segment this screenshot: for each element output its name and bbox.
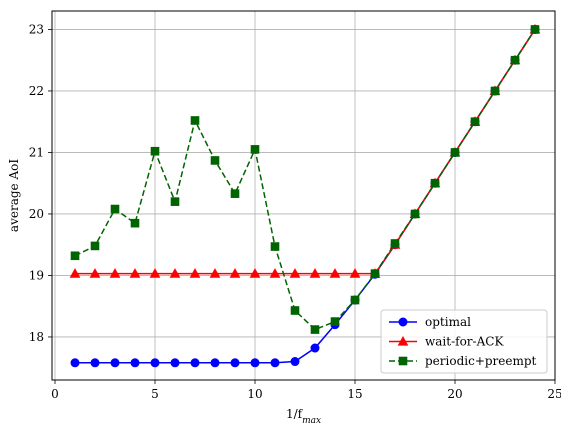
legend-item: optimal [389,315,471,329]
y-tick-label: 20 [29,207,44,221]
legend-label: periodic+preempt [425,354,537,368]
data-point [130,218,140,228]
y-tick-label: 18 [29,330,44,344]
data-point [430,178,440,188]
data-point [129,268,141,278]
data-point [310,343,320,353]
plot-frame [51,10,556,381]
data-point [150,146,160,156]
data-point [290,306,300,315]
data-point [130,358,140,368]
data-point [90,241,100,251]
y-tick-label: 19 [29,268,44,282]
data-point [69,268,81,278]
x-tick-label: 0 [51,387,59,401]
data-point [249,268,261,278]
data-point [90,358,100,368]
legend-marker [398,317,408,327]
data-point [390,239,400,248]
data-point [410,209,420,219]
x-tick-label: 15 [347,387,362,401]
legend-item: wait-for-ACK [389,335,504,349]
x-tick-label: 5 [151,387,159,401]
legend-marker [397,335,409,346]
data-point [89,268,101,278]
data-point [270,242,280,251]
data-point [290,357,300,367]
y-tick-label: 21 [29,145,44,159]
series-line [75,29,536,275]
data-point [110,204,120,214]
x-tick-label: 25 [547,387,561,401]
legend-box [380,309,548,374]
data-point [470,117,480,127]
legend-marker [398,356,408,366]
data-point [450,148,460,157]
data-point [170,358,180,368]
series-line [74,29,536,331]
legend-items: optimal wait-for-ACK periodic+preempt [389,315,537,368]
data-point [250,145,260,154]
series-layer [69,23,541,368]
data-point [270,358,280,368]
data-point [229,268,241,278]
data-point [190,358,200,368]
data-point [149,268,161,278]
x-tick-label: 10 [247,387,262,401]
data-point [310,325,320,334]
data-point [210,156,220,165]
data-point [490,86,500,96]
data-point [70,358,80,368]
legend-label: optimal [425,315,471,329]
data-point [230,189,240,198]
data-point [250,358,260,368]
legend-label: wait-for-ACK [425,335,504,349]
data-point [329,268,341,278]
data-point [189,268,201,278]
data-point [109,268,121,278]
series-1 [69,23,541,278]
data-point [510,55,520,65]
data-point [209,268,221,278]
data-point [110,358,120,368]
data-point [530,25,540,34]
data-point [210,358,220,368]
data-point [150,358,160,368]
x-tick-label: 20 [447,387,462,401]
data-point [370,269,380,278]
data-point [170,197,180,206]
x-axis-title: 1/fmax [286,407,321,426]
y-axis-title: average AoI [7,159,21,232]
data-point [309,268,321,278]
legend-item: periodic+preempt [389,354,537,368]
series-2 [70,25,540,334]
data-point [349,268,361,278]
ticks: 0 5 10 15 20 25 18 19 20 21 22 23 [29,22,561,401]
data-point [269,268,281,278]
data-point [330,317,340,326]
data-point [70,251,80,261]
data-point [289,268,301,278]
data-point [230,358,240,368]
data-point [169,268,181,278]
legend: optimal wait-for-ACK periodic+preempt [380,309,548,374]
data-point [190,116,200,125]
y-tick-label: 22 [29,84,44,98]
data-point [350,295,360,305]
y-tick-label: 23 [29,22,44,36]
